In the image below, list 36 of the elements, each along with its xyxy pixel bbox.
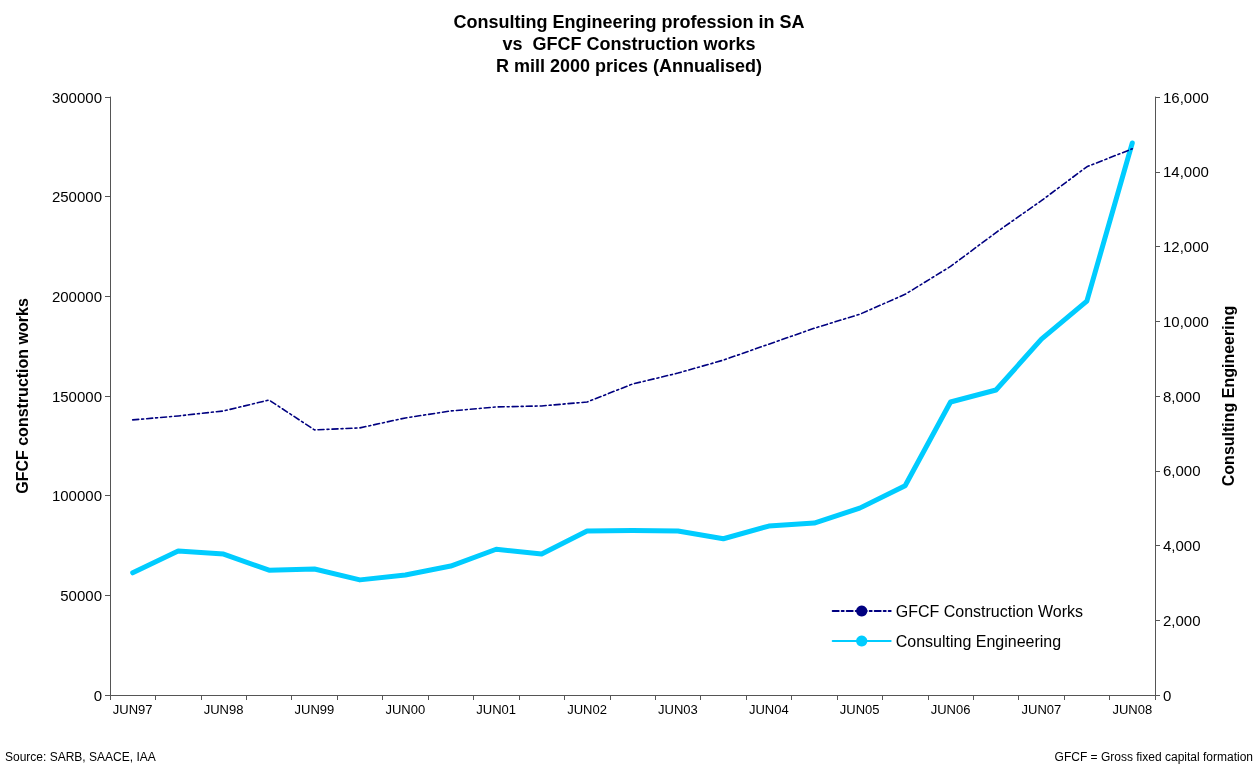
source-note: Source: SARB, SAACE, IAA — [5, 750, 156, 764]
y-tick-label: 100000 — [51, 487, 102, 505]
y-tick-label: 200000 — [51, 287, 102, 305]
y2-tick-label: 4,000 — [1163, 537, 1201, 554]
y2-tick-label: 8,000 — [1163, 387, 1201, 405]
x-tick-label: JUN07 — [1021, 702, 1062, 717]
y-tick-label: 50000 — [60, 586, 102, 604]
x-tick-label: JUN99 — [294, 702, 335, 717]
text: GFCF = Gross fixed capital formation — [1054, 750, 1254, 764]
x-tick-label: JUN08 — [1112, 702, 1153, 717]
y2-axis-title: Consulting Engineering — [1219, 305, 1237, 487]
y-tick-label: 0 — [93, 686, 102, 704]
x-tick-label: JUN98 — [203, 702, 244, 717]
x-tick-label: JUN05 — [839, 702, 880, 717]
y2-tick-label: 6,000 — [1163, 462, 1201, 480]
y-tick-label: 150000 — [51, 387, 102, 405]
y2-tick-label: 16,000 — [1163, 88, 1209, 106]
line-series — [131, 148, 1134, 431]
x-tick-label: JUN01 — [476, 702, 517, 717]
y2-tick-label: 0 — [1163, 686, 1172, 704]
x-tick-label: JUN02 — [567, 702, 607, 717]
y2-tick-label: 12,000 — [1163, 238, 1209, 255]
y2-tick-label: 14,000 — [1163, 163, 1209, 181]
y2-tick-label: 10,000 — [1163, 312, 1209, 330]
x-tick-label: JUN00 — [385, 702, 426, 717]
x-tick-label: JUN97 — [112, 702, 153, 717]
y2-tick-label: 2,000 — [1163, 611, 1201, 629]
y-tick-label: 300000 — [51, 88, 102, 106]
y-tick-label: 250000 — [51, 188, 102, 206]
x-tick-label: JUN03 — [658, 702, 698, 717]
x-tick-label: JUN06 — [930, 702, 971, 717]
chart-title: Consulting Engineering profession in SA vs GFCF Construction works R mill 2000 prices (Annualised) — [453, 12, 805, 76]
x-tick-label: JUN04 — [748, 702, 789, 717]
legend-label: GFCF Construction Works — [895, 602, 1083, 620]
legend-label: Consulting Engineering — [895, 632, 1062, 650]
y-axis-title: GFCF construction works — [13, 298, 31, 494]
